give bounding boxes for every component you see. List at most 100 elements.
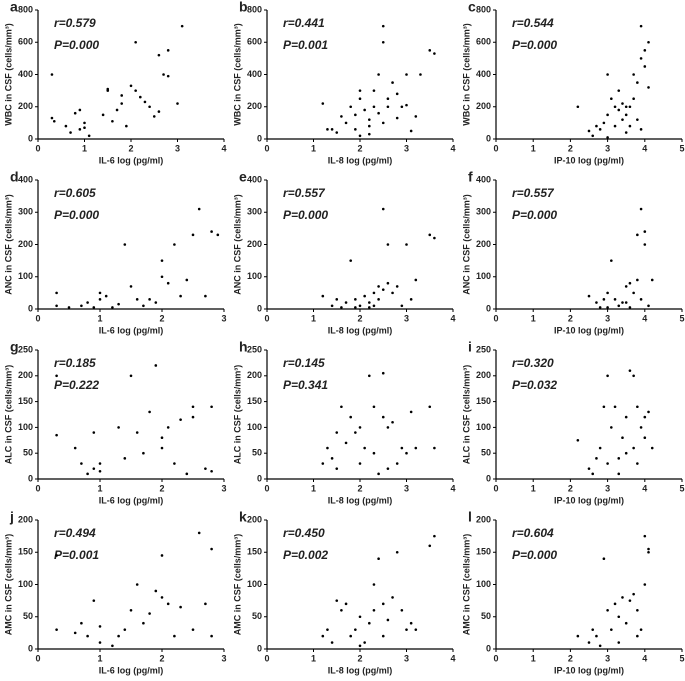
point	[409, 298, 413, 301]
point	[386, 105, 390, 109]
x-tick-label: 1	[311, 313, 316, 323]
point	[335, 131, 339, 134]
point	[606, 291, 609, 295]
point	[191, 628, 195, 631]
r-annotation: r=0.450	[283, 526, 325, 540]
point	[386, 243, 390, 246]
x-axis-label: IP-10 log (pg/ml)	[554, 665, 624, 675]
point	[624, 113, 628, 117]
p-annotation: P=0.032	[512, 378, 557, 392]
point	[52, 119, 56, 123]
point	[372, 451, 376, 455]
point	[647, 304, 650, 308]
point	[628, 105, 632, 109]
y-tick-label: 400	[247, 69, 262, 79]
y-tick-label: 100	[18, 422, 33, 432]
x-tick-label: 2	[568, 313, 573, 323]
x-tick-label: 4	[642, 653, 647, 663]
point	[185, 472, 189, 476]
point	[602, 557, 606, 560]
point	[613, 105, 617, 109]
point	[92, 306, 96, 309]
point	[321, 102, 325, 105]
point	[358, 89, 362, 92]
point	[134, 89, 137, 92]
point	[340, 306, 343, 309]
point	[344, 602, 348, 606]
point	[354, 113, 357, 117]
y-tick-label: 150	[476, 396, 491, 406]
x-tick-label: 2	[159, 313, 164, 323]
point	[613, 124, 617, 128]
y-axis-label: ALC in CSF (cells/mm³)	[232, 365, 242, 465]
point	[335, 298, 339, 301]
point	[400, 105, 404, 109]
point	[636, 462, 639, 465]
point	[610, 426, 613, 429]
point	[368, 621, 371, 625]
point	[636, 81, 639, 84]
point	[210, 405, 213, 409]
p-annotation: P=0.222	[54, 378, 99, 392]
point	[391, 596, 394, 599]
point	[344, 121, 348, 125]
y-tick-label: 800	[476, 4, 491, 14]
x-tick-label: 2	[568, 483, 573, 493]
point	[650, 446, 654, 450]
point	[80, 304, 83, 308]
x-tick-label: 1	[97, 653, 102, 663]
panel-label: c	[468, 0, 476, 15]
panel-label: a	[10, 0, 18, 15]
point	[160, 275, 164, 279]
point	[613, 405, 617, 409]
y-axis-label: ANC in CSF (cells/mm³)	[3, 194, 13, 295]
point	[368, 118, 371, 121]
point	[395, 116, 399, 120]
point	[377, 472, 380, 476]
point	[330, 304, 334, 308]
y-tick-label: 150	[247, 396, 262, 406]
point	[632, 97, 635, 100]
point	[405, 103, 408, 107]
point	[621, 301, 624, 304]
point	[358, 644, 362, 648]
r-annotation: r=0.494	[54, 526, 96, 540]
p-annotation: P=0.341	[283, 378, 328, 392]
point	[405, 451, 408, 455]
y-axis-label: ALC in CSF (cells/mm³)	[461, 365, 471, 465]
x-tick-label: 5	[679, 313, 684, 323]
panel-label: l	[468, 509, 472, 525]
point	[185, 278, 189, 282]
x-tick-label: 3	[175, 143, 180, 153]
point	[587, 641, 591, 644]
y-tick-label: 200	[247, 101, 262, 111]
point	[98, 462, 102, 465]
panel-label: g	[10, 339, 19, 355]
point	[173, 462, 176, 465]
x-axis-label: IL-8 log (pg/ml)	[328, 665, 393, 675]
point	[587, 129, 591, 133]
point	[595, 301, 598, 304]
y-tick-label: 50	[481, 448, 491, 458]
point	[335, 467, 339, 470]
point	[368, 306, 371, 309]
point	[372, 304, 376, 308]
y-tick-label: 150	[18, 396, 33, 406]
x-tick-label: 2	[159, 483, 164, 493]
point	[162, 73, 165, 76]
point	[598, 128, 602, 131]
point	[73, 111, 77, 115]
y-tick-label: 0	[486, 133, 491, 143]
point	[321, 294, 325, 298]
point	[87, 134, 91, 138]
point	[326, 628, 329, 631]
p-annotation: P=0.000	[512, 38, 557, 52]
point	[344, 301, 348, 304]
point	[358, 97, 362, 100]
point	[409, 129, 413, 133]
r-annotation: r=0.441	[283, 16, 325, 30]
x-tick-label: 4	[642, 483, 647, 493]
point	[176, 102, 179, 105]
x-axis-label: IP-10 log (pg/ml)	[554, 495, 624, 505]
point	[83, 126, 86, 130]
